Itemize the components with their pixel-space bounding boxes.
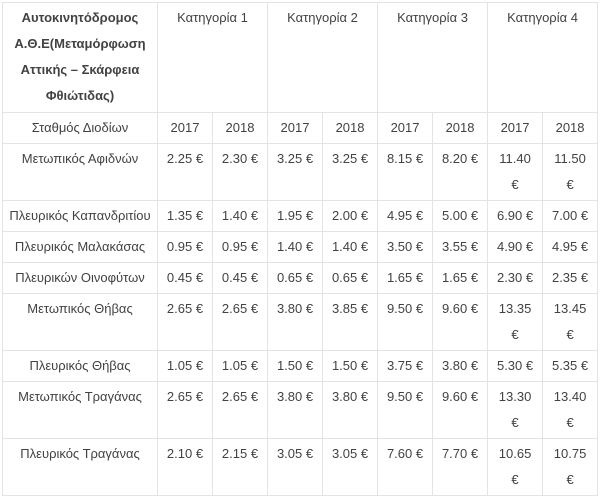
- price-cell: 3.50 €: [377, 231, 434, 263]
- price-cell: 9.60 €: [432, 381, 489, 439]
- price-cell: 13.30 €: [487, 381, 544, 439]
- price-cell: 2.65 €: [211, 381, 269, 439]
- year-header-2017: 2017: [267, 112, 324, 144]
- table-title-cell: Αυτοκινητόδρομος Α.Θ.Ε(Μεταμόρφωση Αττικ…: [2, 2, 158, 113]
- price-cell: 1.05 €: [157, 350, 213, 382]
- price-cell: 4.90 €: [487, 231, 544, 263]
- station-column-header: Σταθμός Διοδίων: [2, 112, 158, 144]
- price-cell: 3.55 €: [432, 231, 489, 263]
- price-cell: 3.85 €: [322, 293, 379, 351]
- price-cell: 11.50 €: [542, 143, 599, 201]
- price-cell: 3.25 €: [322, 143, 379, 201]
- price-cell: 2.65 €: [211, 293, 269, 351]
- year-header-2017: 2017: [157, 112, 213, 144]
- price-cell: 7.70 €: [432, 438, 489, 496]
- station-name: Πλευρικός Τραγάνας: [2, 438, 158, 496]
- price-cell: 2.35 €: [542, 262, 599, 294]
- year-header-2018: 2018: [322, 112, 379, 144]
- price-cell: 2.65 €: [157, 381, 213, 439]
- price-cell: 13.45 €: [542, 293, 599, 351]
- price-cell: 2.30 €: [487, 262, 544, 294]
- price-cell: 10.75 €: [542, 438, 599, 496]
- table-row: Μετωπικός Τραγάνας 2.65 € 2.65 € 3.80 € …: [2, 381, 599, 439]
- table-row: Πλευρικών Οινοφύτων 0.45 € 0.45 € 0.65 €…: [2, 262, 599, 294]
- category-3-header: Κατηγορία 3: [377, 2, 489, 113]
- price-cell: 1.65 €: [377, 262, 434, 294]
- price-cell: 0.65 €: [322, 262, 379, 294]
- price-cell: 1.35 €: [157, 200, 213, 232]
- category-1-header: Κατηγορία 1: [156, 2, 269, 113]
- year-header-row: Σταθμός Διοδίων 2017 2018 2017 2018 2017…: [2, 112, 599, 144]
- price-cell: 1.95 €: [267, 200, 324, 232]
- table-row: Πλευρικός Τραγάνας 2.10 € 2.15 € 3.05 € …: [2, 438, 599, 496]
- price-cell: 3.80 €: [267, 381, 324, 439]
- station-name: Πλευρικός Μαλακάσας: [2, 231, 158, 263]
- price-cell: 3.75 €: [377, 350, 434, 382]
- price-cell: 13.40 €: [542, 381, 599, 439]
- price-cell: 0.95 €: [211, 231, 269, 263]
- price-cell: 6.90 €: [487, 200, 544, 232]
- station-name: Πλευρικός Καπανδριτίου: [2, 200, 158, 232]
- price-cell: 13.35 €: [487, 293, 544, 351]
- price-cell: 3.05 €: [322, 438, 379, 496]
- price-cell: 3.05 €: [267, 438, 324, 496]
- station-name: Πλευρικός Θήβας: [2, 350, 158, 382]
- price-cell: 5.35 €: [542, 350, 599, 382]
- category-header-row: Αυτοκινητόδρομος Α.Θ.Ε(Μεταμόρφωση Αττικ…: [2, 2, 599, 113]
- price-cell: 3.25 €: [267, 143, 324, 201]
- price-cell: 3.80 €: [267, 293, 324, 351]
- price-cell: 7.00 €: [542, 200, 599, 232]
- year-header-2018: 2018: [542, 112, 599, 144]
- price-cell: 2.15 €: [211, 438, 269, 496]
- price-cell: 5.00 €: [432, 200, 489, 232]
- price-cell: 5.30 €: [487, 350, 544, 382]
- price-cell: 0.65 €: [267, 262, 324, 294]
- price-cell: 1.40 €: [322, 231, 379, 263]
- year-header-2018: 2018: [211, 112, 269, 144]
- price-cell: 4.95 €: [542, 231, 599, 263]
- price-cell: 9.50 €: [377, 293, 434, 351]
- table-row: Πλευρικός Μαλακάσας 0.95 € 0.95 € 1.40 €…: [2, 231, 599, 263]
- price-cell: 1.40 €: [267, 231, 324, 263]
- year-header-2017: 2017: [487, 112, 544, 144]
- table-row: Μετωπικός Θήβας 2.65 € 2.65 € 3.80 € 3.8…: [2, 293, 599, 351]
- price-cell: 9.60 €: [432, 293, 489, 351]
- year-header-2018: 2018: [432, 112, 489, 144]
- station-name: Μετωπικός Τραγάνας: [2, 381, 158, 439]
- price-cell: 1.40 €: [211, 200, 269, 232]
- price-cell: 2.65 €: [157, 293, 213, 351]
- table-row: Μετωπικός Αφιδνών 2.25 € 2.30 € 3.25 € 3…: [2, 143, 599, 201]
- station-name: Μετωπικός Αφιδνών: [2, 143, 158, 201]
- price-cell: 8.20 €: [432, 143, 489, 201]
- station-name: Μετωπικός Θήβας: [2, 293, 158, 351]
- price-cell: 9.50 €: [377, 381, 434, 439]
- table-row: Πλευρικός Καπανδριτίου 1.35 € 1.40 € 1.9…: [2, 200, 599, 232]
- price-cell: 0.45 €: [157, 262, 213, 294]
- category-4-header: Κατηγορία 4: [487, 2, 599, 113]
- price-cell: 3.80 €: [432, 350, 489, 382]
- price-cell: 7.60 €: [377, 438, 434, 496]
- table-row: Πλευρικός Θήβας 1.05 € 1.05 € 1.50 € 1.5…: [2, 350, 599, 382]
- station-name: Πλευρικών Οινοφύτων: [2, 262, 158, 294]
- price-cell: 2.10 €: [157, 438, 213, 496]
- price-cell: 10.65 €: [487, 438, 544, 496]
- price-cell: 2.00 €: [322, 200, 379, 232]
- price-cell: 1.50 €: [267, 350, 324, 382]
- price-cell: 2.30 €: [211, 143, 269, 201]
- year-header-2017: 2017: [377, 112, 434, 144]
- price-cell: 1.50 €: [322, 350, 379, 382]
- price-cell: 3.80 €: [322, 381, 379, 439]
- category-2-header: Κατηγορία 2: [267, 2, 379, 113]
- price-cell: 1.65 €: [432, 262, 489, 294]
- price-cell: 4.95 €: [377, 200, 434, 232]
- price-cell: 8.15 €: [377, 143, 434, 201]
- price-cell: 2.25 €: [157, 143, 213, 201]
- price-cell: 0.45 €: [211, 262, 269, 294]
- price-cell: 1.05 €: [211, 350, 269, 382]
- price-cell: 0.95 €: [157, 231, 213, 263]
- price-cell: 11.40 €: [487, 143, 544, 201]
